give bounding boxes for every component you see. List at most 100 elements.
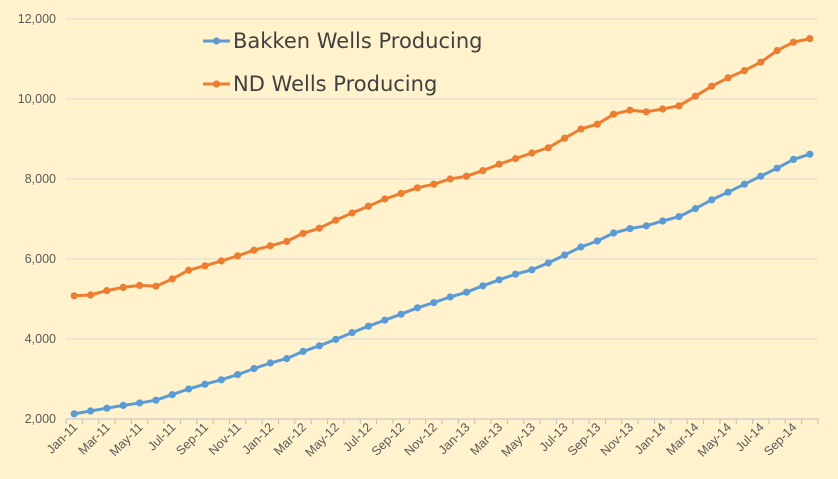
data-point [659, 217, 667, 225]
legend-item-2: ND Wells Producing [203, 72, 437, 96]
data-point [773, 164, 781, 172]
series-2 [70, 35, 814, 300]
data-point [544, 259, 552, 267]
data-point [691, 92, 699, 100]
legend: Bakken Wells Producing ND Wells Producing [203, 29, 482, 96]
data-point [561, 134, 569, 142]
data-point [234, 252, 242, 260]
data-point [185, 266, 193, 274]
data-point [610, 229, 618, 237]
data-point [511, 270, 520, 278]
data-point [610, 110, 618, 118]
data-point [757, 58, 765, 66]
data-point [740, 67, 749, 75]
data-point [397, 189, 405, 197]
data-point [577, 125, 585, 133]
data-point [86, 407, 95, 415]
data-point [332, 216, 340, 224]
data-point [381, 195, 389, 203]
data-point [119, 283, 127, 291]
y-tick-label: 2,000 [25, 412, 56, 426]
legend-label: ND Wells Producing [233, 72, 437, 96]
data-point [495, 160, 503, 168]
legend-swatch-marker [212, 37, 221, 45]
data-point [315, 224, 323, 232]
data-point [757, 172, 765, 180]
data-point [315, 342, 323, 350]
data-point [234, 371, 242, 379]
data-point [364, 202, 373, 210]
data-point [626, 225, 634, 233]
data-point [299, 347, 307, 355]
data-point [135, 281, 144, 289]
data-point [430, 299, 438, 307]
data-point [626, 106, 634, 114]
data-point [593, 237, 601, 245]
data-point [675, 213, 683, 221]
data-point [740, 180, 749, 188]
data-point [70, 410, 78, 418]
data-point [446, 175, 454, 183]
legend-label: Bakken Wells Producing [233, 29, 482, 53]
data-point [806, 35, 814, 43]
data-point [773, 47, 781, 55]
data-point [152, 396, 160, 404]
series-line [72, 37, 812, 298]
data-point [266, 359, 274, 367]
data-point [561, 251, 569, 259]
data-point [806, 150, 814, 158]
data-point [495, 276, 503, 284]
data-point [103, 287, 111, 295]
data-point [789, 38, 798, 46]
data-point [348, 329, 356, 337]
series-lines [70, 35, 814, 418]
data-point [119, 401, 127, 409]
data-point [708, 196, 716, 204]
data-point [413, 304, 422, 312]
data-point [185, 385, 193, 393]
data-point [544, 144, 552, 152]
data-point [593, 120, 601, 128]
data-point [577, 243, 585, 251]
legend-swatch-marker [212, 80, 221, 88]
data-point [201, 380, 209, 388]
data-point [691, 205, 699, 213]
data-point [299, 229, 307, 237]
data-point [708, 82, 716, 90]
data-point [70, 292, 78, 300]
data-point [675, 102, 683, 110]
legend-item-1: Bakken Wells Producing [203, 29, 482, 53]
data-point [462, 288, 471, 296]
data-point [724, 188, 732, 196]
y-tick-label: 4,000 [25, 332, 56, 346]
data-point [152, 282, 160, 290]
data-point [283, 355, 291, 363]
data-point [103, 404, 111, 412]
data-point [217, 257, 225, 265]
y-tick-label: 10,000 [18, 92, 56, 106]
data-point [479, 282, 487, 290]
data-point [479, 167, 487, 175]
data-point [217, 376, 225, 384]
data-point [642, 108, 650, 116]
data-point [397, 310, 405, 318]
data-point [511, 155, 520, 163]
data-point [659, 105, 667, 113]
data-point [528, 266, 536, 274]
series-1 [70, 150, 814, 418]
data-point [462, 172, 471, 180]
data-point [364, 322, 373, 330]
data-point [250, 365, 258, 373]
y-tick-label: 8,000 [25, 172, 56, 186]
data-point [446, 293, 454, 301]
y-tick-label: 6,000 [25, 252, 56, 266]
data-point [724, 74, 732, 82]
data-point [250, 246, 258, 254]
data-point [381, 316, 389, 324]
data-point [283, 237, 291, 245]
data-point [430, 180, 438, 188]
data-point [348, 209, 356, 217]
gridlines [66, 18, 818, 340]
